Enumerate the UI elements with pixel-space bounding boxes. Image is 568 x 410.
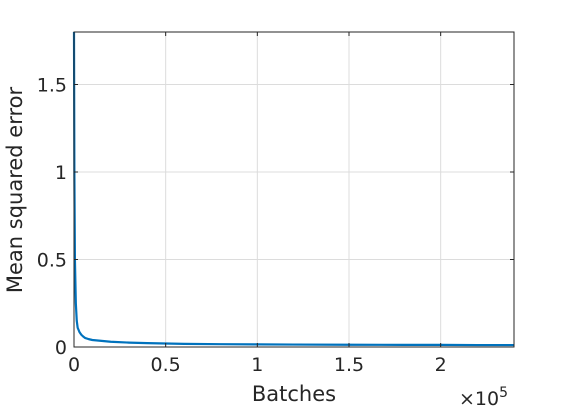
x-axis-label: Batches [252,382,336,406]
plot-background [74,32,514,347]
y-tick-label: 0.5 [37,250,67,272]
y-tick-label: 1.5 [37,75,67,97]
x-tick-label: 2 [435,354,447,376]
x-exponent-label: ×105 [459,385,508,410]
y-tick-label: 0 [55,337,67,359]
x-tick-label: 0 [68,354,80,376]
x-tick-label: 0.5 [151,354,181,376]
y-tick-label: 1 [55,162,67,184]
x-tick-label: 1.5 [334,354,364,376]
x-tick-label: 1 [251,354,263,376]
x-exponent-base: ×10 [459,388,499,410]
y-axis-label: Mean squared error [3,86,27,293]
x-exponent-power: 5 [499,385,508,401]
